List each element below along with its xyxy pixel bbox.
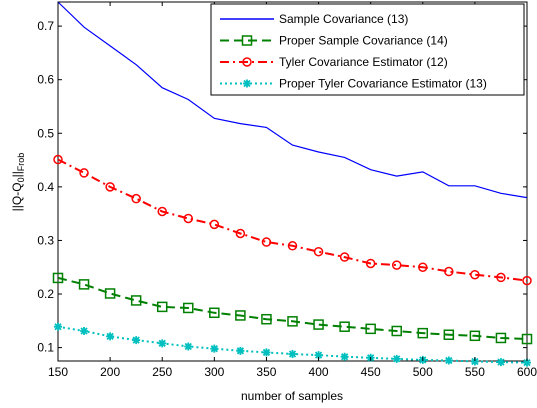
y-axis-label-sub1: Frob xyxy=(16,153,26,172)
series-3-point-18 xyxy=(523,358,531,367)
series-line-2 xyxy=(57,158,528,282)
series-1-point-4 xyxy=(156,301,168,313)
x-tick-label-400: 400 xyxy=(309,365,329,379)
series-1-point-18 xyxy=(521,333,533,345)
series-1-point-3 xyxy=(130,295,142,306)
series-2-point-0 xyxy=(53,154,63,165)
legend-marker-1 xyxy=(241,35,253,46)
y-axis-label-mid: || xyxy=(10,171,24,177)
series-layer xyxy=(52,1,533,367)
series-3-point-15 xyxy=(444,356,453,365)
series-2-point-14 xyxy=(418,262,428,272)
y-tick-label-4: 0.5 xyxy=(37,126,54,140)
series-2-point-16 xyxy=(470,269,480,280)
y-tick-label-5: 0.6 xyxy=(37,73,54,87)
legend-label-0: Sample Covariance (13) xyxy=(279,12,408,26)
series-line-1 xyxy=(57,276,528,340)
series-3-point-3 xyxy=(132,336,141,345)
series-2-point-12 xyxy=(365,258,376,269)
series-1-point-15 xyxy=(443,329,455,340)
series-3-point-13 xyxy=(392,354,401,363)
y-tick-label-6: 0.7 xyxy=(37,19,54,33)
legend-marker-2 xyxy=(242,57,252,67)
series-3-point-11 xyxy=(340,352,349,361)
series-3-point-9 xyxy=(288,350,297,359)
series-1-point-12 xyxy=(365,323,376,335)
x-tick-label-300: 300 xyxy=(204,365,224,379)
series-2-point-5 xyxy=(183,213,194,224)
series-2-point-9 xyxy=(287,241,298,251)
series-1-point-0 xyxy=(52,272,64,284)
series-2-point-11 xyxy=(339,252,350,262)
series-1-point-16 xyxy=(469,330,481,342)
series-3-point-8 xyxy=(262,348,271,357)
legend-label-3: Proper Tyler Covariance Estimator (13) xyxy=(279,77,487,91)
y-axis-label-main: ||Q-Q xyxy=(10,182,24,211)
series-1-point-9 xyxy=(287,316,298,327)
series-1-point-13 xyxy=(391,325,402,337)
series-1-point-7 xyxy=(235,310,246,321)
y-tick-label-1: 0.2 xyxy=(37,287,54,301)
series-3-point-17 xyxy=(496,358,505,367)
series-3-point-4 xyxy=(158,339,167,348)
series-2-point-15 xyxy=(444,266,454,277)
series-2-point-6 xyxy=(209,219,220,230)
series-line-0 xyxy=(57,1,528,199)
y-tick-label-0: 0.1 xyxy=(37,341,54,355)
series-1-point-5 xyxy=(183,302,194,314)
x-tick-label-350: 350 xyxy=(256,365,276,379)
x-axis: 150 200 250 300 350 400 450 500 550 600 xyxy=(48,2,537,379)
series-1-point-11 xyxy=(339,321,350,332)
x-tick-label-500: 500 xyxy=(413,365,433,379)
series-2-point-2 xyxy=(105,182,115,192)
x-tick-label-200: 200 xyxy=(100,365,120,379)
series-1-point-6 xyxy=(209,307,220,319)
series-1-point-1 xyxy=(78,279,90,290)
y-axis-label-sub0: 0 xyxy=(16,177,26,182)
series-2-point-7 xyxy=(235,228,246,239)
series-2-point-3 xyxy=(131,193,141,204)
y-tick-label-3: 0.4 xyxy=(37,180,54,194)
series-3-point-10 xyxy=(314,351,323,360)
series-3-point-6 xyxy=(210,344,219,353)
y-axis-label: ||Q-Q0||Frob xyxy=(10,153,26,212)
series-2-point-18 xyxy=(522,275,532,286)
series-2-point-8 xyxy=(261,237,272,247)
series-3-point-0 xyxy=(54,322,62,331)
x-tick-label-600: 600 xyxy=(517,365,537,379)
x-axis-label: number of samples xyxy=(241,389,343,403)
legend: Sample Covariance (13) Proper Sample Cova… xyxy=(210,3,525,96)
x-tick-label-150: 150 xyxy=(48,365,68,379)
series-3-point-2 xyxy=(106,332,115,341)
series-3-point-16 xyxy=(470,357,479,366)
x-tick-label-450: 450 xyxy=(361,365,381,379)
series-2-point-1 xyxy=(79,168,89,178)
series-1-point-14 xyxy=(417,327,429,339)
x-tick-label-250: 250 xyxy=(152,365,172,379)
series-3-point-7 xyxy=(236,346,245,355)
x-tick-label-550: 550 xyxy=(465,365,485,379)
series-3-point-1 xyxy=(80,326,89,335)
y-tick-label-2: 0.3 xyxy=(37,233,54,247)
y-axis: 0.1 0.2 0.3 0.4 0.5 0.6 0.7 xyxy=(37,19,527,355)
series-2-point-10 xyxy=(313,246,324,257)
series-1-point-17 xyxy=(495,332,507,344)
series-2-point-4 xyxy=(157,206,167,217)
legend-marker-3 xyxy=(243,79,251,88)
series-2-point-13 xyxy=(391,260,402,270)
legend-label-1: Proper Sample Covariance (14) xyxy=(279,34,448,48)
series-3-point-5 xyxy=(184,342,193,351)
series-1-point-2 xyxy=(104,288,116,299)
series-1-point-10 xyxy=(313,319,324,330)
legend-label-2: Tyler Covariance Estimator (12) xyxy=(279,55,448,69)
series-1-point-8 xyxy=(261,313,272,325)
series-2-point-17 xyxy=(496,272,506,283)
